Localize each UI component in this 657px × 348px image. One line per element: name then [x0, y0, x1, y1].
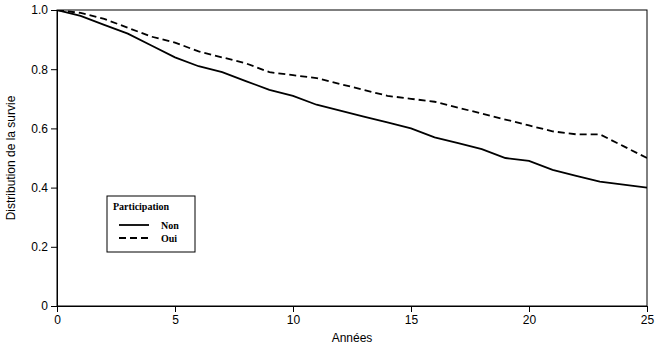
y-tick: 1.0	[31, 3, 57, 17]
x-tick: 20	[523, 306, 537, 327]
series-group	[57, 10, 647, 188]
x-tick-mark	[175, 306, 176, 312]
plot-frame	[57, 10, 647, 306]
y-tick-label: 0.6	[31, 122, 48, 136]
x-tick-mark	[529, 306, 530, 312]
legend-title: Participation	[113, 201, 170, 212]
y-tick-mark	[51, 10, 57, 11]
survival-line	[57, 10, 647, 158]
y-tick-label: 1.0	[31, 3, 48, 17]
x-tick-mark	[293, 306, 294, 312]
legend-swatch	[119, 237, 149, 239]
y-tick: 0	[41, 299, 57, 313]
y-axis-title: Distribution de la survie	[4, 95, 18, 220]
x-tick-label: 5	[172, 313, 179, 327]
legend-swatch	[119, 224, 149, 226]
y-tick-mark	[51, 306, 57, 307]
x-tick: 15	[405, 306, 419, 327]
y-tick: 0.2	[31, 240, 57, 254]
y-tick-label: 0.4	[31, 181, 48, 195]
y-axis: 0 0.2 0.4 0.6 0.8 1.0	[31, 3, 57, 313]
x-tick-label: 10	[287, 313, 301, 327]
x-axis: 0 5 10 15 20 25	[54, 306, 654, 327]
x-tick-label: 0	[54, 313, 61, 327]
x-tick-mark	[57, 306, 58, 312]
y-tick-mark	[51, 69, 57, 70]
y-tick-mark	[51, 188, 57, 189]
legend-label: Non	[161, 220, 179, 231]
x-tick: 0	[54, 306, 61, 327]
x-tick-mark	[411, 306, 412, 312]
y-tick-label: 0	[41, 299, 48, 313]
legend-box	[107, 196, 195, 252]
legend: Participation Non Oui	[107, 196, 195, 252]
y-tick-mark	[51, 247, 57, 248]
x-tick: 25	[641, 306, 655, 327]
x-tick: 5	[172, 306, 179, 327]
x-tick-mark	[647, 306, 648, 312]
survival-line	[57, 10, 647, 188]
legend-label: Oui	[161, 233, 177, 244]
y-tick-label: 0.8	[31, 63, 48, 77]
x-axis-title: Années	[332, 331, 373, 345]
y-tick-mark	[51, 128, 57, 129]
y-tick: 0.8	[31, 63, 57, 77]
x-tick: 10	[287, 306, 301, 327]
chart: 0 5 10 15 20 25 0 0.2 0.4 0.6 0.8 1.0 Années Distribu…	[0, 0, 657, 348]
x-tick-label: 15	[405, 313, 419, 327]
x-axis-line	[58, 306, 648, 307]
x-tick-label: 20	[523, 313, 537, 327]
x-tick-label: 25	[641, 313, 655, 327]
y-tick: 0.6	[31, 122, 57, 136]
y-axis-line	[57, 11, 58, 307]
y-tick: 0.4	[31, 181, 57, 195]
y-tick-label: 0.2	[31, 240, 48, 254]
